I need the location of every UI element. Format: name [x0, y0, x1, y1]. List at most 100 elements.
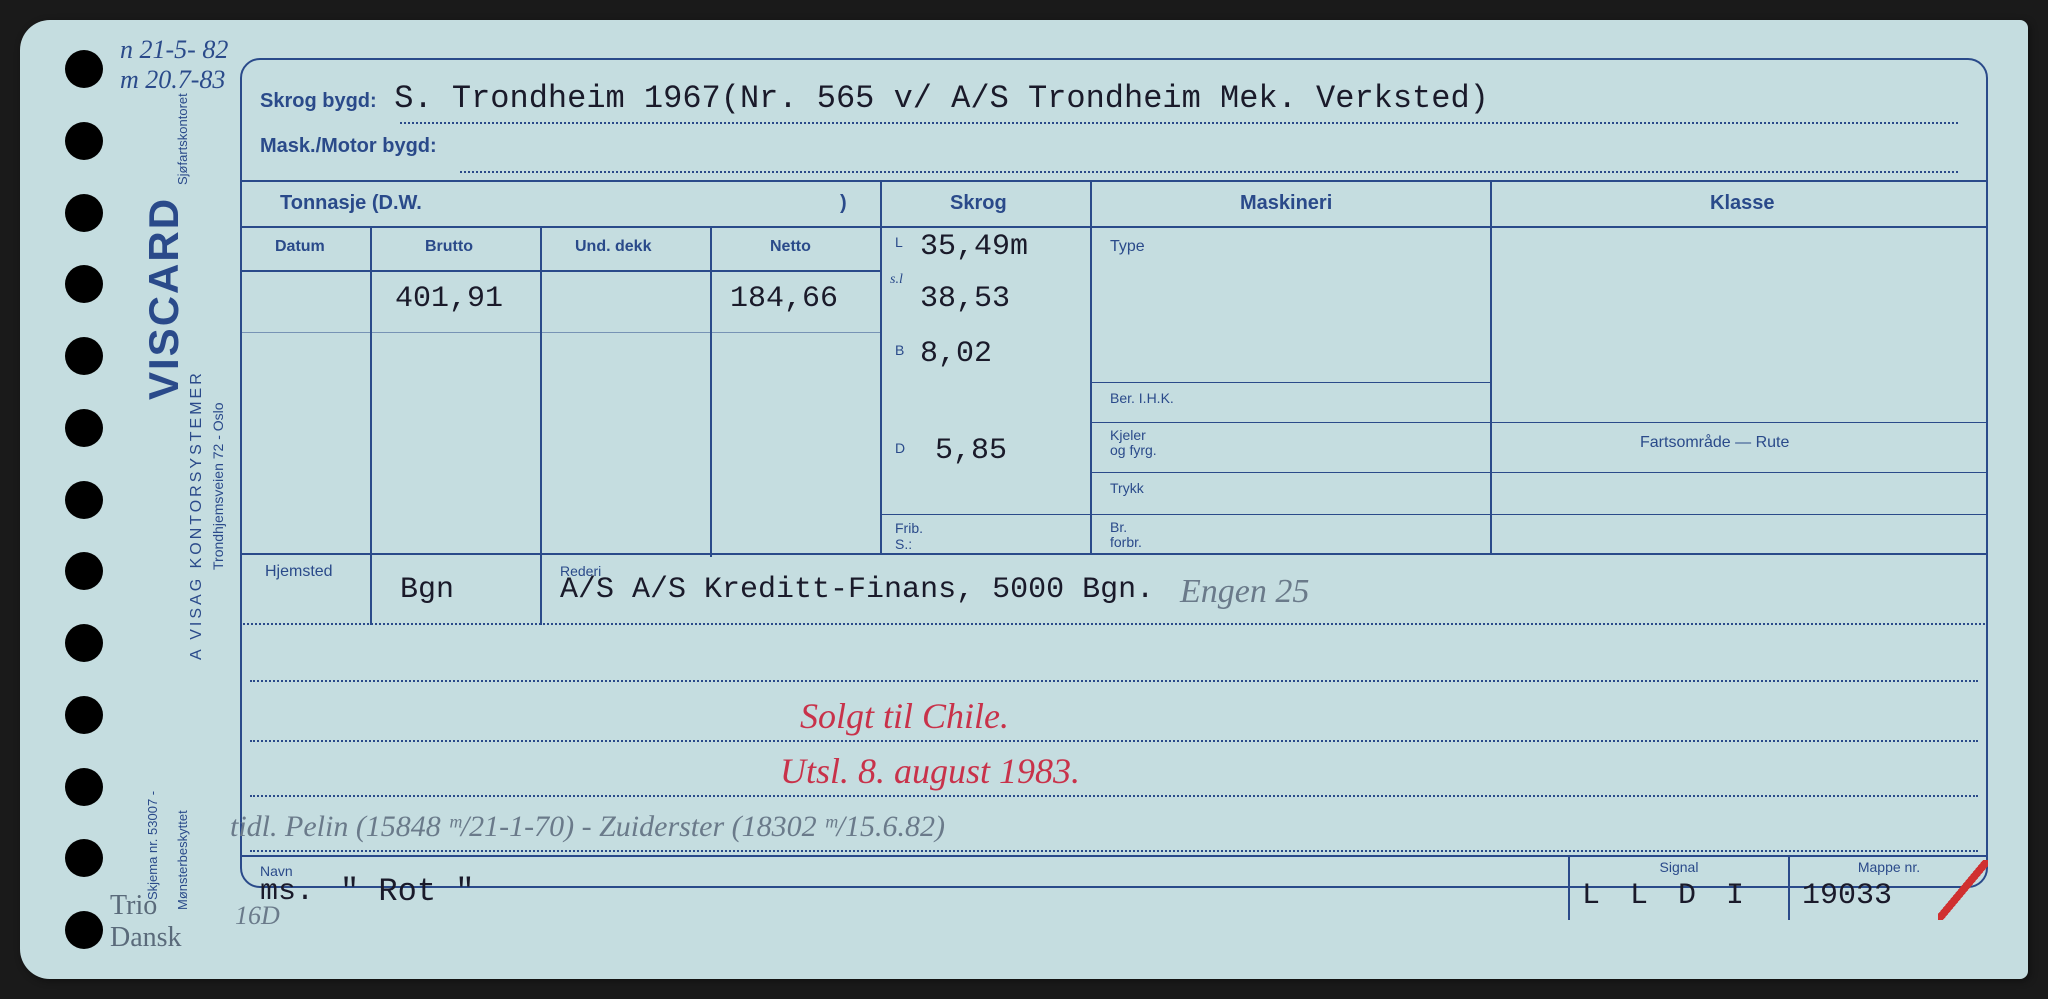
dotted-row: [250, 850, 1978, 852]
brand-address: Trondhjemsveien 72 - Oslo: [210, 402, 226, 570]
dotted-row: [250, 740, 1978, 742]
hole: [65, 911, 103, 949]
value-D: 5,85: [935, 434, 1007, 468]
hole: [65, 50, 103, 88]
hline: [880, 226, 1988, 228]
main-table: Tonnasje (D.W. ) Skrog Maskineri Klasse …: [240, 180, 1988, 555]
label-trykk: Trykk: [1110, 480, 1144, 496]
hline: [240, 226, 880, 228]
bottom-row: Navn ms. " Rot " 16D Signal L L D I Mapp…: [240, 855, 1988, 920]
hline: [880, 514, 1988, 515]
header-skrog: Skrog: [950, 192, 1007, 215]
label-type: Type: [1110, 238, 1145, 256]
red-slash-icon: [1938, 860, 1988, 920]
hole: [65, 409, 103, 447]
vline: [370, 226, 372, 557]
value-rederi-text: A/S Kreditt-Finans, 5000 Bgn.: [632, 573, 1154, 607]
hand-bottom-1: Trio: [110, 890, 182, 922]
hand-bottom-2: Dansk: [110, 922, 182, 954]
value-navn: " Rot ": [340, 873, 474, 910]
dotted-row: [250, 680, 1978, 682]
header-klasse: Klasse: [1710, 192, 1775, 215]
vline: [370, 555, 372, 625]
record-card: Sjøfartskontoret VISCARD A VISAG KONTORS…: [20, 20, 2028, 979]
handwritten-date-2: m 20.7-83: [120, 65, 225, 95]
note-gray: tidl. Pelin (15848 ᵐ/21-1-70) - Zuiderst…: [230, 810, 945, 844]
hline: [1090, 472, 1490, 473]
label-D: D: [895, 440, 905, 456]
value-B: 8,02: [920, 337, 992, 371]
vline: [540, 555, 542, 625]
label-frib: Frib. S.:: [895, 520, 923, 552]
value-navn-aux: 16D: [235, 901, 280, 931]
hline: [1090, 422, 1490, 423]
label-B: B: [895, 342, 904, 358]
vline: [540, 226, 542, 557]
punch-holes: [65, 50, 105, 949]
note-red-1: Solgt til Chile.: [800, 695, 1009, 737]
hole: [65, 839, 103, 877]
brand-company: A VISAG KONTORSYSTEMER: [188, 370, 206, 660]
label-kjeler: Kjeler og fyrg.: [1110, 428, 1157, 459]
label-br-forbr: Br. forbr.: [1110, 520, 1142, 551]
value-skrog-bygd: S. Trondheim 1967(Nr. 565 v/ A/S Trondhe…: [394, 80, 1489, 117]
box-signal: Signal L L D I: [1568, 857, 1788, 920]
label-hjemsted: Hjemsted: [265, 563, 333, 581]
hline: [1490, 472, 1988, 473]
vline: [710, 226, 712, 557]
label-skrog-bygd: Skrog bygd:: [260, 90, 377, 112]
value-sl: 38,53: [920, 282, 1010, 316]
hline: [1490, 422, 1988, 423]
header-brutto: Brutto: [425, 238, 473, 256]
box-mappe: Mappe nr. 19033: [1788, 857, 1988, 920]
header-netto: Netto: [770, 238, 811, 256]
value-signal: L L D I: [1582, 879, 1776, 913]
hole: [65, 337, 103, 375]
hole: [65, 194, 103, 232]
vline: [880, 182, 882, 553]
value-rederi: A/S A/S Kreditt-Finans, 5000 Bgn.: [560, 573, 1154, 607]
hole: [65, 122, 103, 160]
brand-strip: Sjøfartskontoret VISCARD A VISAG KONTORS…: [140, 20, 230, 979]
hole: [65, 481, 103, 519]
hline: [240, 332, 880, 333]
dotted-underline: [400, 122, 1958, 124]
handwritten-date-1: n 21-5- 82: [120, 35, 228, 65]
label-sl: s.l: [890, 272, 903, 288]
brand-dept: Sjøfartskontoret: [175, 93, 190, 185]
header-tonnasje-close: ): [840, 192, 847, 215]
header-tonnasje: Tonnasje (D.W.: [280, 192, 422, 215]
dotted-row: [250, 795, 1978, 797]
hole: [65, 265, 103, 303]
label-motor-bygd: Mask./Motor bygd:: [260, 135, 437, 157]
row-hjemsted: Hjemsted Bgn Rederi A/S A/S Kreditt-Fina…: [240, 555, 1988, 625]
row-skrog-bygd: Skrog bygd: S. Trondheim 1967(Nr. 565 v/…: [260, 80, 1968, 120]
form-content: n 21-5- 82 m 20.7-83 Skrog bygd: S. Tron…: [240, 40, 1988, 959]
value-rederi-hand: Engen 25: [1180, 573, 1309, 611]
bottom-boxes: Signal L L D I Mappe nr. 19033: [1568, 857, 1988, 920]
hole: [65, 624, 103, 662]
header-und-dekk: Und. dekk: [575, 238, 651, 256]
brand-form-no: Skjema nr. 53007 -: [145, 791, 160, 900]
label-signal: Signal: [1582, 859, 1776, 875]
hole: [65, 768, 103, 806]
hole: [65, 696, 103, 734]
vline: [1090, 182, 1092, 553]
value-hjemsted: Bgn: [400, 573, 454, 607]
label-ber-ihk: Ber. I.H.K.: [1110, 390, 1174, 406]
hline: [240, 270, 880, 272]
value-netto: 184,66: [730, 282, 838, 316]
note-red-2: Utsl. 8. august 1983.: [780, 750, 1080, 792]
label-fartsomrade: Fartsområde — Rute: [1640, 434, 1789, 452]
header-datum: Datum: [275, 238, 325, 256]
row-motor-bygd: Mask./Motor bygd:: [260, 135, 1968, 175]
vline: [1490, 182, 1492, 553]
hand-bottom: Trio Dansk: [110, 890, 182, 954]
label-L: L: [895, 234, 903, 250]
hole: [65, 552, 103, 590]
value-L: 35,49m: [920, 230, 1028, 264]
value-brutto: 401,91: [395, 282, 503, 316]
dotted-underline: [460, 171, 1958, 173]
hline: [1090, 382, 1490, 383]
brand-logo: VISCARD: [140, 197, 188, 400]
